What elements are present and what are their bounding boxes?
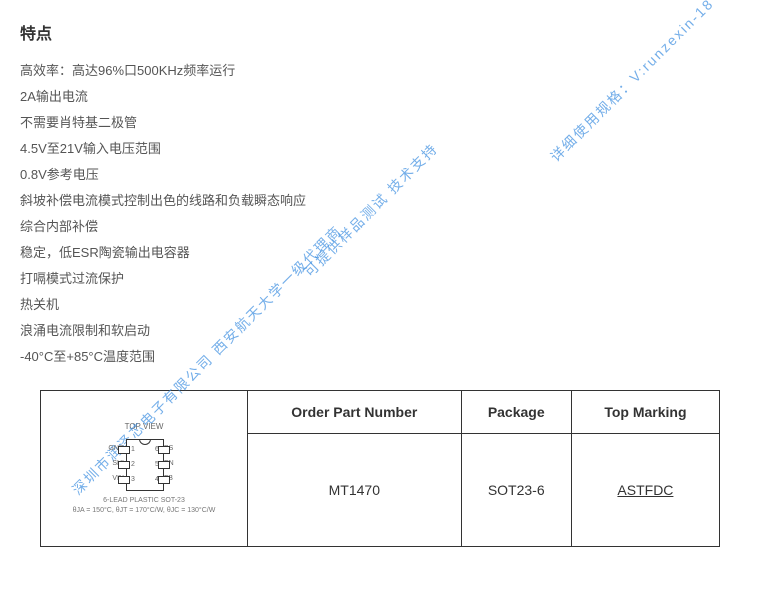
col-header-package: Package xyxy=(461,391,571,434)
diagram-title: TOP VIEW xyxy=(73,422,216,431)
table-header-row: TOP VIEW GND SHI VIN BS EN FB 1 2 3 6 5 xyxy=(41,391,720,434)
feature-item: 2A输出电流 xyxy=(20,84,743,110)
feature-item: 不需要肖特基二极管 xyxy=(20,110,743,136)
pin-number: 2 xyxy=(129,461,137,468)
col-header-order: Order Part Number xyxy=(248,391,462,434)
feature-item: 高效率：高达96%口500KHz频率运行 xyxy=(20,58,743,84)
feature-item: 0.8V参考电压 xyxy=(20,162,743,188)
package-note: 6-LEAD PLASTIC SOT-23 xyxy=(73,497,216,505)
feature-item: 4.5V至21V输入电压范围 xyxy=(20,136,743,162)
package-diagram: TOP VIEW GND SHI VIN BS EN FB 1 2 3 6 5 xyxy=(73,422,216,516)
col-header-marking: Top Marking xyxy=(571,391,719,434)
cell-order: MT1470 xyxy=(248,434,462,547)
feature-item: 综合内部补偿 xyxy=(20,214,743,240)
feature-item: 热关机 xyxy=(20,292,743,318)
pin-number: 3 xyxy=(129,476,137,483)
feature-item: 浪涌电流限制和软启动 xyxy=(20,318,743,344)
top-marking-text: ASTFDC xyxy=(617,482,673,498)
package-diagram-cell: TOP VIEW GND SHI VIN BS EN FB 1 2 3 6 5 xyxy=(41,391,248,547)
feature-item: 打嗝模式过流保护 xyxy=(20,266,743,292)
spec-table: TOP VIEW GND SHI VIN BS EN FB 1 2 3 6 5 xyxy=(40,390,720,547)
feature-item: 斜坡补偿电流模式控制出色的线路和负载瞬态响应 xyxy=(20,188,743,214)
feature-item: 稳定，低ESR陶瓷输出电容器 xyxy=(20,240,743,266)
package-note: θJA = 150°C, θJT = 170°C/W, θJC = 130°C/… xyxy=(73,507,216,515)
features-heading: 特点 xyxy=(20,20,743,44)
cell-package: SOT23-6 xyxy=(461,434,571,547)
feature-item: -40°C至+85°C温度范围 xyxy=(20,344,743,370)
pin-number: 1 xyxy=(129,446,137,453)
cell-marking: ASTFDC xyxy=(571,434,719,547)
features-list: 高效率：高达96%口500KHz频率运行 2A输出电流 不需要肖特基二极管 4.… xyxy=(20,58,743,370)
